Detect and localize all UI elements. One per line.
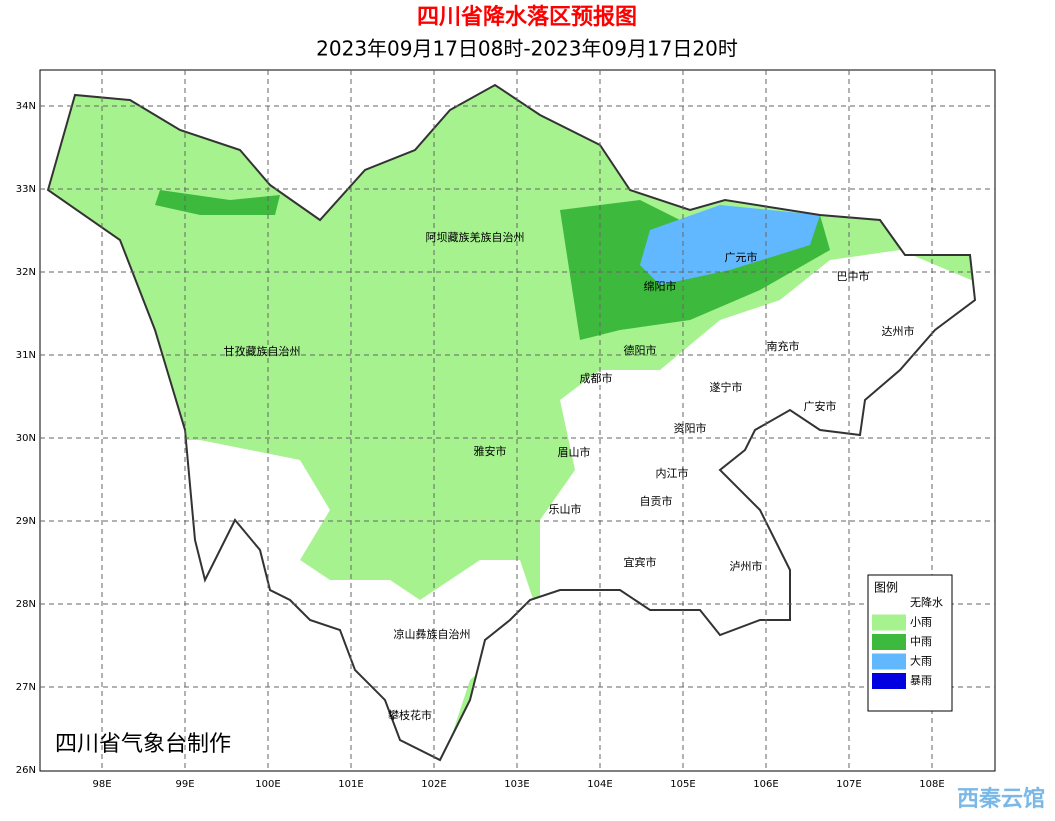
lat-label: 29N [16,516,36,527]
subtitle: 2023年09月17日08时-2023年09月17日20时 [316,37,738,61]
lon-label: 106E [753,779,778,790]
region-label: 德阳市 [624,343,657,357]
lat-label: 32N [16,267,36,278]
moderate-rain-area [155,190,280,215]
legend-swatch [872,673,906,689]
legend-label: 中雨 [910,635,932,648]
region-label: 达州市 [882,324,915,338]
region-label: 攀枝花市 [388,708,432,722]
region-label: 泸州市 [730,559,763,573]
region-label: 内江市 [656,466,689,480]
lat-label: 27N [16,682,36,693]
legend-swatch [872,634,906,650]
region-label: 眉山市 [558,445,591,459]
legend-label: 无降水 [910,595,943,609]
lon-label: 108E [919,779,944,790]
legend-label: 小雨 [910,616,932,629]
credit: 四川省气象台制作 [55,732,231,757]
region-label: 阿坝藏族羌族自治州 [426,230,525,244]
lon-label: 99E [175,779,194,790]
region-label: 广安市 [804,399,837,413]
lon-label: 102E [421,779,446,790]
region-label: 绵阳市 [644,279,677,293]
lat-label: 31N [16,350,36,361]
region-label: 自贡市 [640,494,673,508]
lat-label: 26N [16,765,36,776]
lon-label: 104E [587,779,612,790]
lon-label: 100E [255,779,280,790]
legend-swatch [872,614,906,631]
title: 四川省降水落区预报图 [417,5,637,30]
lat-label: 34N [16,101,36,112]
watermark: 西秦云馆 [957,786,1045,812]
legend-swatch [872,595,906,611]
legend-label: 暴雨 [910,674,932,687]
lon-label: 101E [338,779,363,790]
province-border [46,83,977,762]
lat-label: 28N [16,599,36,610]
region-label: 乐山市 [549,502,582,516]
region-label: 遂宁市 [710,380,743,394]
lon-label: 98E [92,779,111,790]
graticule: 34N 33N 32N 31N 30N 29N 28N 27N 26N 98E 99E 100E 101… [16,70,995,790]
legend-swatch [872,653,906,670]
lon-label: 103E [504,779,529,790]
region-label: 凉山彝族自治州 [394,627,471,641]
region-label: 南充市 [767,339,800,353]
region-label: 巴中市 [837,269,870,283]
legend-title: 图例 [874,581,898,595]
region-label: 雅安市 [474,444,507,458]
lat-label: 30N [16,433,36,444]
region-label: 甘孜藏族自治州 [224,344,301,358]
region-label: 资阳市 [674,421,707,435]
lon-label: 107E [836,779,861,790]
lon-label: 105E [670,779,695,790]
lat-label: 33N [16,184,36,195]
legend-label: 大雨 [910,654,932,668]
region-label: 成都市 [580,371,613,385]
region-label: 宜宾市 [624,555,657,569]
region-label: 广元市 [725,250,758,264]
heavy-rain-area [640,205,820,285]
